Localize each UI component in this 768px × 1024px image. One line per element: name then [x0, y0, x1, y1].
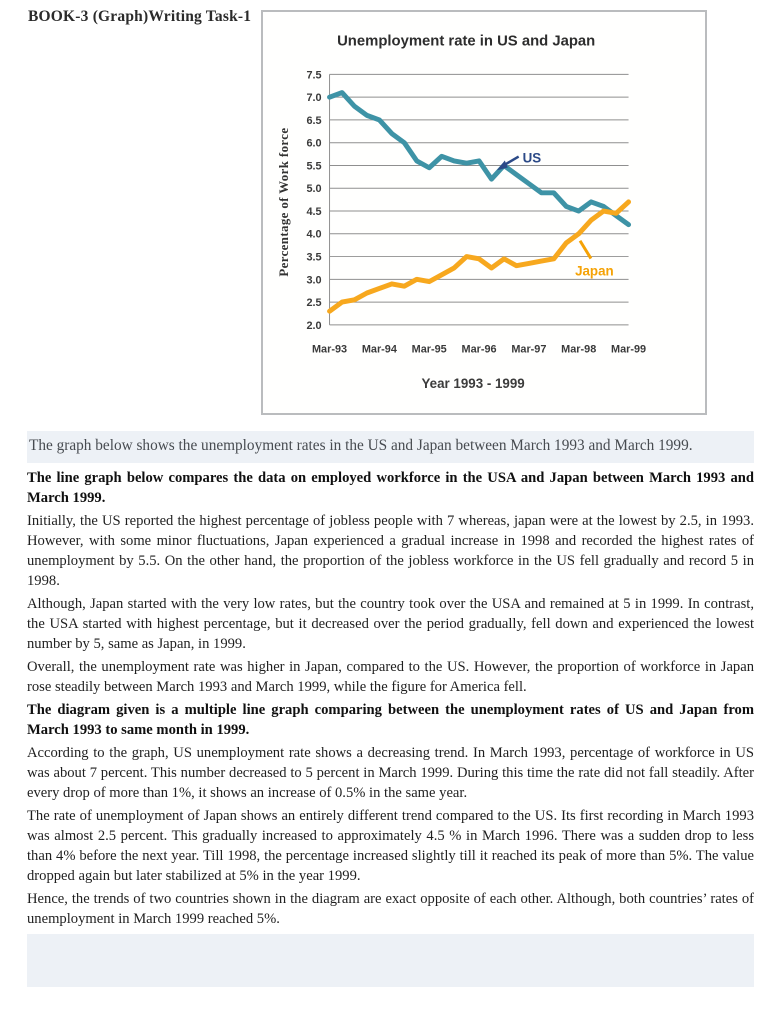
essay-1-body-2: Although, Japan started with the very lo… [27, 596, 754, 652]
x-axis-title: Year 1993 - 1999 [421, 376, 524, 391]
x-tick-label: Mar-98 [561, 344, 596, 356]
y-tick-label: 2.0 [306, 320, 321, 332]
essay-1-body-1: Initially, the US reported the highest p… [27, 513, 754, 589]
y-tick-label: 7.5 [306, 69, 321, 81]
x-tick-label: Mar-94 [362, 344, 397, 356]
japan-series-label: Japan [575, 263, 614, 278]
essay-2-intro: The diagram given is a multiple line gra… [27, 702, 754, 738]
x-tick-label: Mar-97 [511, 344, 546, 356]
y-tick-label: 4.0 [306, 229, 321, 241]
y-tick-label: 3.5 [306, 252, 321, 264]
y-tick-label: 5.0 [306, 183, 321, 195]
essay-text: The graph below shows the unemployment r… [27, 431, 754, 987]
x-tick-label: Mar-93 [312, 344, 347, 356]
chart-gridlines: 7.5 7.0 6.5 6.0 5.5 5.0 4.5 4.0 3.5 3.0 2.5 2.0 Mar-… [306, 69, 646, 355]
essay-2-body-1: According to the graph, US unemployment … [27, 745, 754, 801]
x-tick-label: Mar-99 [611, 344, 646, 356]
y-tick-label: 3.0 [306, 274, 321, 286]
y-tick-label: 6.5 [306, 115, 321, 127]
essay-2-conclusion: Hence, the trends of two countries shown… [27, 891, 754, 927]
document-title: BOOK-3 (Graph)Writing Task-1 [28, 8, 252, 25]
y-axis-title: Percentage of Work force [277, 128, 291, 277]
us-line [327, 90, 632, 228]
y-tick-label: 5.5 [306, 160, 321, 172]
us-label-arrowhead [496, 160, 508, 171]
x-tick-label: Mar-96 [462, 344, 497, 356]
essay-2-body-2: The rate of unemployment of Japan shows … [27, 808, 754, 884]
empty-highlight-block [27, 934, 754, 987]
y-tick-label: 2.5 [306, 297, 321, 309]
chart-figure: Unemployment rate in US and Japan 7.5 7.0… [261, 10, 707, 415]
japan-line [327, 199, 632, 314]
y-tick-label: 6.0 [306, 138, 321, 150]
us-series-label: US [523, 150, 542, 165]
essay-1-overview: Overall, the unemployment rate was highe… [27, 659, 754, 695]
japan-label-callout [578, 239, 593, 260]
chart-series [327, 90, 632, 314]
unemployment-line-chart: Unemployment rate in US and Japan 7.5 7.0… [277, 34, 646, 392]
essay-1-intro: The line graph below compares the data o… [27, 470, 754, 506]
x-tick-label: Mar-95 [412, 344, 447, 356]
chart-title: Unemployment rate in US and Japan [337, 34, 595, 50]
y-tick-label: 7.0 [306, 92, 321, 104]
y-tick-label: 4.5 [306, 206, 321, 218]
task-prompt: The graph below shows the unemployment r… [27, 431, 754, 463]
